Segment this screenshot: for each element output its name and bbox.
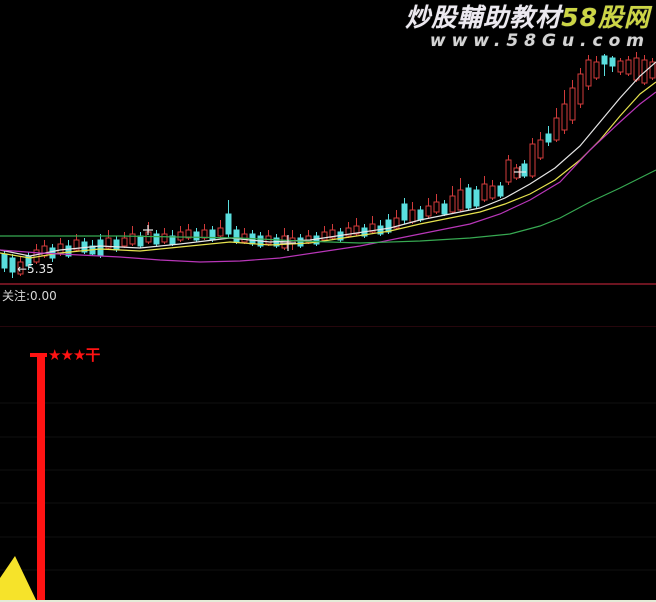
signal-indicator-panel[interactable] xyxy=(0,330,656,602)
ma-yellow xyxy=(0,81,656,259)
signal-stars-label: ★★★干 xyxy=(48,346,100,364)
candlestick-chart[interactable] xyxy=(0,0,656,285)
signal-bar xyxy=(37,355,45,602)
panel-divider-faint xyxy=(0,326,656,327)
price-tag: ←5.35 xyxy=(17,262,54,276)
indicator-label: 关注:0.00 xyxy=(2,289,57,303)
ma-white xyxy=(0,61,656,257)
bottom-border xyxy=(0,600,656,602)
buy-triangle xyxy=(0,556,37,602)
panel-divider xyxy=(0,283,656,285)
ma-green xyxy=(0,169,656,244)
